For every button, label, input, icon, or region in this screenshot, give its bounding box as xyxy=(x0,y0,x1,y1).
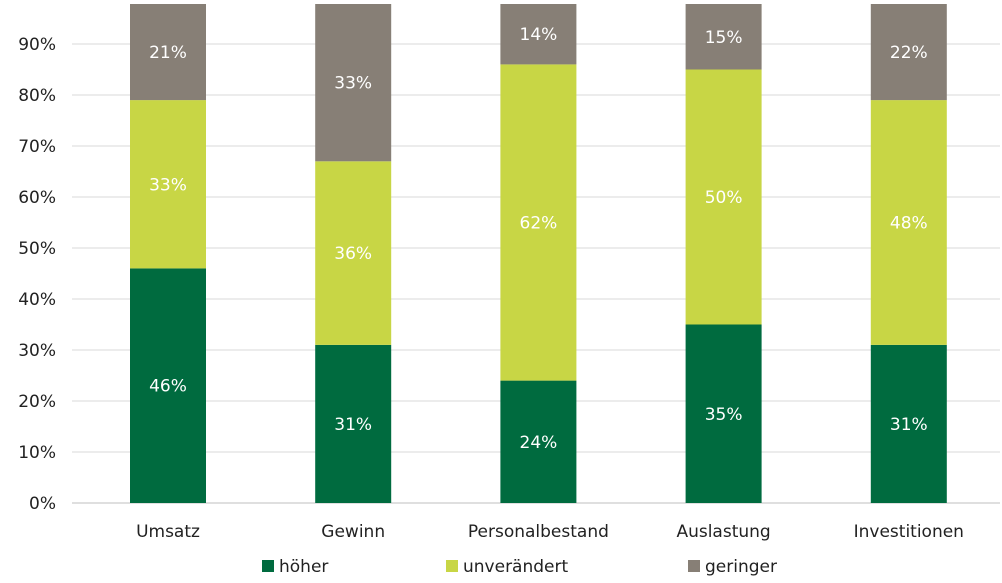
data-label-investitionen-geringer: 22% xyxy=(890,43,928,63)
legend-label-hoeher: höher xyxy=(279,557,328,577)
bar-personalbestand-hoeher xyxy=(500,380,577,503)
legend-label-unveraendert: unverändert xyxy=(463,557,568,577)
data-label-umsatz-unveraendert: 33% xyxy=(149,175,187,195)
y-tick-label: 50% xyxy=(18,239,56,259)
x-tick-label: Auslastung xyxy=(676,522,770,542)
y-tick-label: 90% xyxy=(18,35,56,55)
y-tick-label: 30% xyxy=(18,341,56,361)
bar-gewinn-unveraendert xyxy=(315,161,392,345)
bar-investitionen-geringer xyxy=(870,4,947,101)
y-tick-label: 10% xyxy=(18,443,56,463)
data-label-umsatz-hoeher: 46% xyxy=(149,377,187,397)
data-label-personalbestand-unveraendert: 62% xyxy=(520,214,558,234)
y-tick-label: 0% xyxy=(29,494,56,514)
bar-personalbestand-unveraendert xyxy=(500,64,577,381)
legend-swatch-geringer xyxy=(688,560,700,572)
data-label-umsatz-geringer: 21% xyxy=(149,43,187,63)
data-label-investitionen-unveraendert: 48% xyxy=(890,214,928,234)
bar-gewinn-geringer xyxy=(315,4,392,162)
bar-auslastung-geringer xyxy=(685,4,762,70)
y-tick-label: 40% xyxy=(18,290,56,310)
bar-auslastung-unveraendert xyxy=(685,69,762,325)
data-label-personalbestand-hoeher: 24% xyxy=(520,433,558,453)
y-tick-label: 60% xyxy=(18,188,56,208)
y-tick-label: 70% xyxy=(18,137,56,157)
data-label-investitionen-hoeher: 31% xyxy=(890,415,928,435)
x-axis-ticks: Umsatz Gewinn Personalbestand Auslastung Inv… xyxy=(136,522,964,542)
y-tick-label: 20% xyxy=(18,392,56,412)
bar-personalbestand-geringer xyxy=(500,4,577,65)
legend: höher unverändert geringer xyxy=(262,557,777,577)
x-tick-label: Gewinn xyxy=(321,522,385,542)
data-label-personalbestand-geringer: 14% xyxy=(520,25,558,45)
x-tick-label: Investitionen xyxy=(854,522,964,542)
bar-umsatz-unveraendert xyxy=(130,100,206,269)
data-label-auslastung-unveraendert: 50% xyxy=(705,188,743,208)
legend-swatch-hoeher xyxy=(262,560,274,572)
bar-gewinn-hoeher xyxy=(315,344,392,503)
bar-auslastung-hoeher xyxy=(685,324,762,503)
segment-labels: 46% 33% 21% 31% 36% 33% 24% 62% 14% 35% 50% 15% 31% 4… xyxy=(149,25,928,453)
legend-swatch-unveraendert xyxy=(446,560,458,572)
y-axis-ticks: 0% 10% 20% 30% 40% 50% 60% 70% 80% 90% xyxy=(18,35,56,514)
data-label-gewinn-geringer: 33% xyxy=(334,74,372,94)
bar-investitionen-unveraendert xyxy=(870,100,947,345)
bars xyxy=(130,4,947,503)
y-tick-label: 80% xyxy=(18,86,56,106)
data-label-auslastung-hoeher: 35% xyxy=(705,405,743,425)
bar-umsatz-geringer xyxy=(130,4,206,101)
bar-umsatz-hoeher xyxy=(130,268,206,503)
bar-investitionen-hoeher xyxy=(870,344,947,503)
legend-label-geringer: geringer xyxy=(705,557,777,577)
x-tick-label: Umsatz xyxy=(136,522,200,542)
data-label-gewinn-unveraendert: 36% xyxy=(334,244,372,264)
data-label-auslastung-geringer: 15% xyxy=(705,28,743,48)
x-tick-label: Personalbestand xyxy=(468,522,609,542)
data-label-gewinn-hoeher: 31% xyxy=(334,415,372,435)
